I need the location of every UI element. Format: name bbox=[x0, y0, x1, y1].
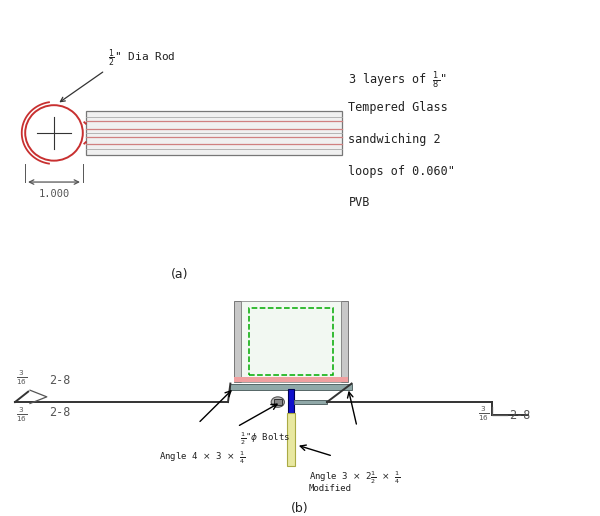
Bar bbox=[288, 389, 294, 413]
Text: Tempered Glass: Tempered Glass bbox=[349, 101, 448, 114]
Text: (b): (b) bbox=[291, 503, 309, 515]
Text: Modified: Modified bbox=[309, 483, 352, 493]
Bar bbox=[274, 399, 282, 406]
Bar bbox=[241, 301, 341, 382]
Text: $\frac{1}{2}$" Dia Rod: $\frac{1}{2}$" Dia Rod bbox=[108, 48, 176, 69]
Text: 2-8: 2-8 bbox=[509, 409, 530, 422]
Text: PVB: PVB bbox=[349, 197, 370, 209]
Bar bbox=[234, 301, 241, 382]
Text: 2-8: 2-8 bbox=[49, 374, 71, 387]
Bar bbox=[341, 301, 348, 382]
Text: $\frac{3}{16}$: $\frac{3}{16}$ bbox=[16, 406, 28, 424]
Circle shape bbox=[271, 397, 284, 407]
Bar bbox=[294, 400, 327, 405]
Text: $\frac{3}{16}$: $\frac{3}{16}$ bbox=[478, 404, 490, 423]
Text: $\frac{1}{2}$"$\phi$ Bolts: $\frac{1}{2}$"$\phi$ Bolts bbox=[240, 430, 290, 447]
Text: Angle 4 $\times$ 3 $\times$ $\frac{1}{4}$: Angle 4 $\times$ 3 $\times$ $\frac{1}{4}… bbox=[159, 449, 245, 466]
Bar bbox=[287, 413, 295, 465]
Bar bbox=[249, 308, 333, 376]
Bar bbox=[234, 377, 348, 382]
Text: 2-8: 2-8 bbox=[49, 406, 71, 419]
Text: Angle 3 $\times$ 2$\frac{1}{2}$ $\times$ $\frac{1}{4}$: Angle 3 $\times$ 2$\frac{1}{2}$ $\times$… bbox=[309, 470, 400, 486]
Text: sandwiching 2: sandwiching 2 bbox=[349, 133, 441, 146]
Bar bbox=[86, 111, 342, 155]
Text: loops of 0.060": loops of 0.060" bbox=[349, 165, 455, 178]
Text: 1.000: 1.000 bbox=[38, 189, 70, 199]
Text: $\frac{3}{16}$: $\frac{3}{16}$ bbox=[16, 368, 28, 387]
Bar bbox=[230, 383, 352, 390]
Text: 3 layers of $\frac{1}{8}$": 3 layers of $\frac{1}{8}$" bbox=[349, 69, 447, 91]
Text: (a): (a) bbox=[171, 268, 189, 281]
